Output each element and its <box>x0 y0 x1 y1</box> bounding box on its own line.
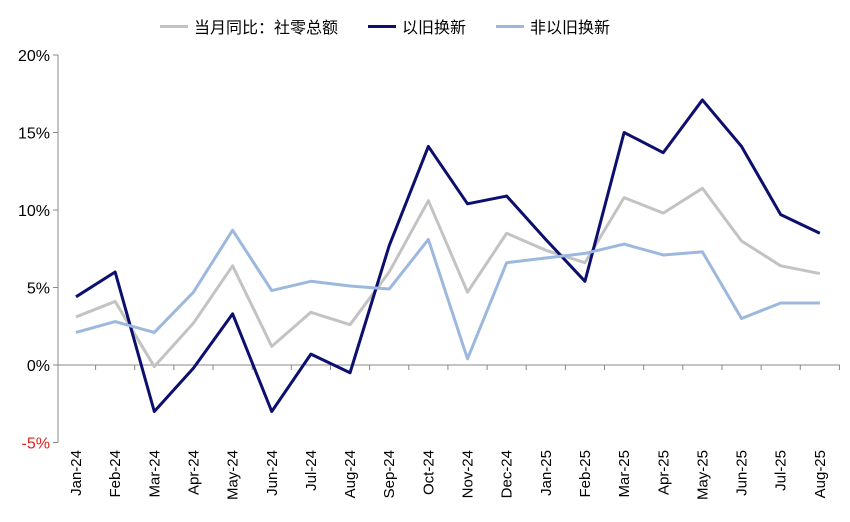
x-tick-label: Mar-25 <box>616 450 633 498</box>
x-tick-label: May-24 <box>225 450 242 500</box>
y-tick-label: 20% <box>18 48 50 65</box>
x-tick-label: Nov-24 <box>460 450 477 498</box>
x-tick-label: Jan-24 <box>68 450 85 496</box>
y-tick-label: -5% <box>22 436 50 453</box>
legend-item: 非以旧换新 <box>496 14 610 38</box>
y-tick-label: 0% <box>27 358 50 375</box>
x-tick-label: Jun-25 <box>734 450 751 496</box>
x-tick-label: Aug-24 <box>342 450 359 498</box>
x-tick-label: Mar-24 <box>146 450 163 498</box>
legend-item: 以旧换新 <box>368 14 466 38</box>
legend-label: 以旧换新 <box>402 18 467 37</box>
x-tick-label: Aug-25 <box>812 450 829 498</box>
series-line-0 <box>75 186 821 369</box>
x-tick-label: Sep-24 <box>381 450 398 498</box>
y-tick-label: 15% <box>18 126 50 143</box>
x-tick-label: Jan-25 <box>538 450 555 496</box>
x-tick-label: Dec-24 <box>499 450 516 498</box>
y-tick-label: 10% <box>18 203 50 220</box>
legend-swatch <box>496 24 525 28</box>
x-tick-label: Feb-24 <box>107 450 124 498</box>
legend-label: 非以旧换新 <box>530 18 611 37</box>
x-tick-label: Apr-24 <box>185 450 202 495</box>
y-tick-label: 5% <box>27 281 50 298</box>
legend: 当月同比：社零总额 以旧换新 非以旧换新 <box>160 14 610 38</box>
x-tick-label: Jul-24 <box>303 450 320 491</box>
legend-swatch <box>368 24 397 28</box>
x-tick-label: May-25 <box>694 450 711 500</box>
legend-item: 当月同比：社零总额 <box>160 14 338 38</box>
x-tick-label: Apr-25 <box>655 450 672 495</box>
x-tick-label: Oct-24 <box>420 450 437 495</box>
x-tick-label: Jul-25 <box>773 450 790 491</box>
x-tick-label: Feb-25 <box>577 450 594 498</box>
legend-label: 当月同比：社零总额 <box>194 18 339 37</box>
x-tick-label: Jun-24 <box>264 450 281 496</box>
legend-swatch <box>160 24 188 28</box>
series-line-2 <box>75 228 820 361</box>
series-line-1 <box>75 98 821 413</box>
